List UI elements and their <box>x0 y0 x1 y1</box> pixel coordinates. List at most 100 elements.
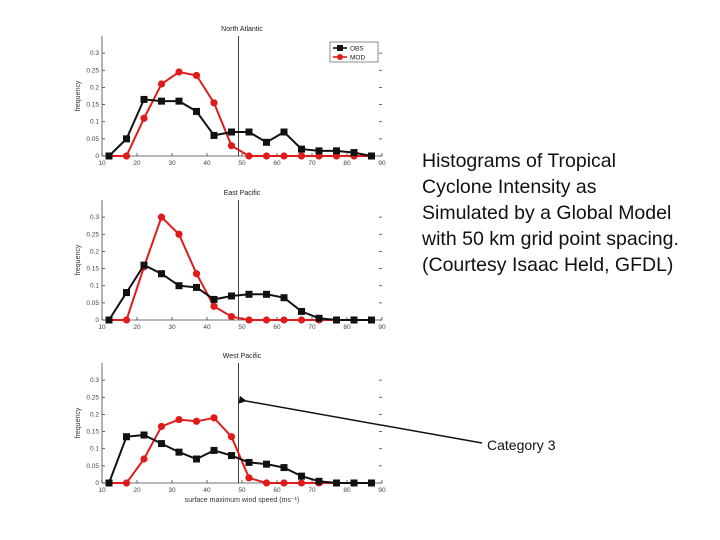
mod-point <box>297 152 306 160</box>
category-3-arrow <box>238 395 483 444</box>
panel-2: 0 0.05 0.1 0.15 0.2 0.25 0.3 10 20 30 40 50 60 70 80 90… <box>75 353 386 504</box>
obs-point <box>210 295 218 303</box>
x-tick-label: 20 <box>133 160 141 167</box>
panel-title: East Pacific <box>224 190 261 197</box>
mod-point <box>175 415 183 424</box>
obs-point <box>210 446 218 454</box>
mod-point <box>192 270 201 278</box>
mod-point <box>227 142 236 150</box>
x-tick-label: 20 <box>133 487 141 494</box>
mod-point <box>210 99 218 107</box>
mod-point <box>227 433 236 441</box>
y-tick-label: 0.2 <box>90 248 99 255</box>
mod-point <box>140 455 148 463</box>
mod-point <box>157 213 166 221</box>
mod-point <box>157 80 166 88</box>
mod-point <box>210 302 218 310</box>
y-tick-label: 0.25 <box>86 231 99 238</box>
mod-point <box>210 414 218 422</box>
y-axis-label: frequency <box>75 244 82 275</box>
y-tick-label: 0.2 <box>90 411 99 418</box>
y-tick-label: 0.15 <box>86 102 99 109</box>
x-tick-label: 80 <box>343 487 351 494</box>
x-tick-label: 90 <box>378 487 386 494</box>
y-tick-label: 0.15 <box>86 429 99 436</box>
x-tick-label: 50 <box>238 160 246 167</box>
series-line-obs <box>108 433 372 484</box>
obs-point <box>193 455 200 463</box>
x-tick-label: 60 <box>273 487 281 494</box>
mod-point <box>245 474 253 482</box>
mod-point <box>140 114 148 122</box>
obs-point <box>175 97 183 105</box>
obs-point <box>315 477 323 485</box>
panel-title: North Atlantic <box>221 26 263 33</box>
obs-point <box>140 431 148 439</box>
mod-point <box>297 316 306 324</box>
obs-point <box>298 145 305 153</box>
mod-point <box>280 152 288 160</box>
obs-point <box>140 261 148 269</box>
obs-point <box>175 448 183 456</box>
obs-point <box>280 128 288 136</box>
x-tick-label: 10 <box>98 324 106 331</box>
obs-point <box>123 433 130 441</box>
obs-point <box>228 292 235 300</box>
x-tick-label: 90 <box>378 324 386 331</box>
x-tick-label: 30 <box>168 487 176 494</box>
figure-caption: Histograms of Tropical Cyclone Intensity… <box>422 150 679 276</box>
obs-point <box>315 314 323 322</box>
category-3-label: Category 3 <box>487 437 556 453</box>
y-axis-label: frequency <box>75 80 82 111</box>
obs-point <box>210 131 218 139</box>
y-tick-label: 0.1 <box>90 283 99 290</box>
mod-point <box>262 316 271 324</box>
obs-point <box>245 458 253 466</box>
x-tick-label: 50 <box>238 487 246 494</box>
obs-point <box>105 316 113 324</box>
obs-point <box>193 283 200 291</box>
panel-title: West Pacific <box>223 353 262 360</box>
mod-point <box>297 479 306 487</box>
legend-marker-obs <box>337 45 343 51</box>
y-tick-label: 0.15 <box>86 266 99 273</box>
obs-point <box>350 316 358 324</box>
obs-point <box>333 316 340 324</box>
obs-point <box>140 95 148 103</box>
obs-point <box>263 138 270 146</box>
x-tick-label: 30 <box>168 324 176 331</box>
mod-point <box>262 479 271 487</box>
obs-point <box>123 289 130 297</box>
x-tick-label: 60 <box>273 324 281 331</box>
x-tick-label: 40 <box>203 487 211 494</box>
mod-point <box>227 312 236 321</box>
mod-point <box>175 68 183 76</box>
series-line-mod <box>109 70 372 157</box>
obs-point <box>228 452 235 460</box>
mod-point <box>280 479 288 487</box>
x-tick-label: 10 <box>98 160 106 167</box>
obs-point <box>105 152 113 160</box>
x-tick-label: 70 <box>308 160 316 167</box>
mod-point <box>192 71 201 80</box>
obs-point <box>158 440 165 448</box>
obs-point <box>280 294 288 302</box>
obs-point <box>245 290 253 298</box>
y-tick-label: 0.3 <box>90 214 99 221</box>
series-line-obs <box>108 98 372 157</box>
obs-point <box>175 282 183 290</box>
x-tick-label: 60 <box>273 160 281 167</box>
obs-point <box>193 107 200 115</box>
mod-point <box>157 422 166 431</box>
obs-point <box>158 97 165 105</box>
x-axis-label: surface maximum wind speed (ms⁻¹) <box>185 497 300 504</box>
x-tick-label: 80 <box>343 160 351 167</box>
y-tick-label: 0 <box>95 480 99 487</box>
y-tick-label: 0.05 <box>86 136 99 143</box>
mod-point <box>262 152 271 160</box>
mod-point <box>245 316 253 324</box>
mod-point <box>280 316 288 324</box>
mod-point <box>245 152 253 160</box>
x-tick-label: 70 <box>308 324 316 331</box>
obs-point <box>368 479 375 487</box>
